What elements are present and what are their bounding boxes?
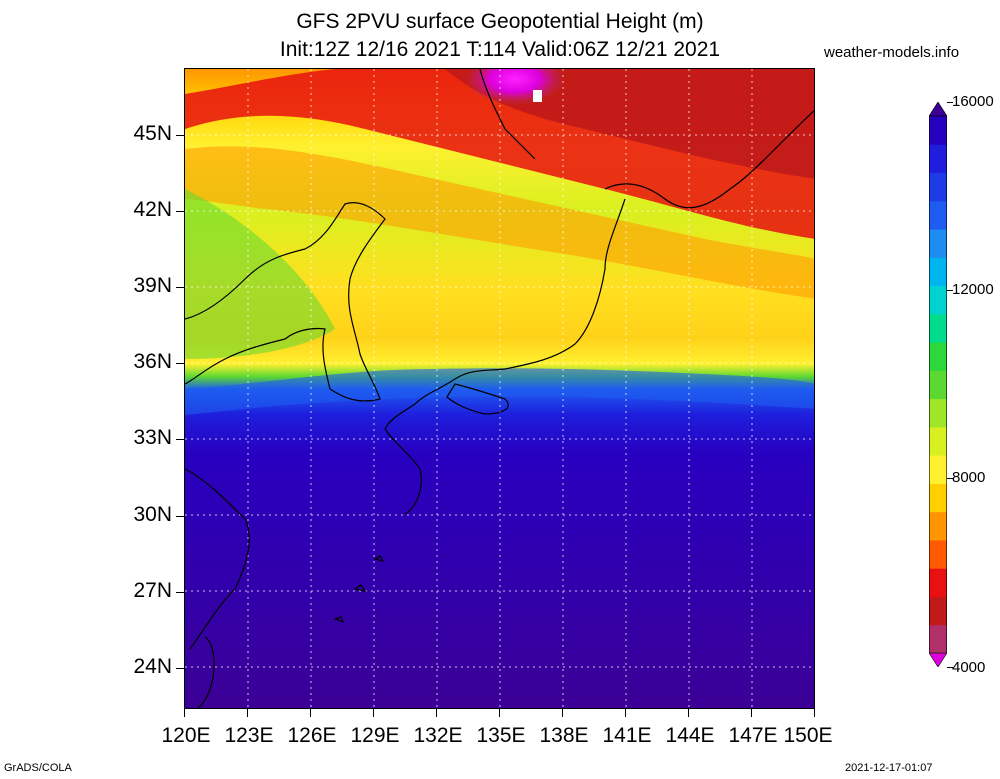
colorbar: [929, 102, 947, 667]
colorbar-segment: [929, 624, 947, 654]
colorbar-segment: [929, 342, 947, 371]
lat-label: 33N: [133, 426, 172, 449]
lon-label: 132E: [413, 724, 463, 747]
lon-label: 144E: [665, 724, 715, 747]
lat-tick: [176, 516, 184, 517]
lon-tick: [310, 709, 311, 717]
chart-title-line-2: Init:12Z 12/16 2021 T:114 Valid:06Z 12/2…: [279, 38, 721, 61]
colorbar-segment: [929, 144, 947, 174]
footer-timestamp: 2021-12-17-01:07: [845, 762, 933, 774]
colorbar-label-8000: 8000: [952, 469, 986, 486]
colorbar-tick: [947, 667, 953, 668]
lon-tick: [814, 709, 815, 717]
lat-tick: [176, 668, 184, 669]
colorbar-segment: [929, 426, 947, 456]
colorbar-tick: [947, 478, 953, 479]
lon-label: 141E: [602, 724, 652, 747]
lon-tick: [625, 709, 626, 717]
colorbar-segment: [929, 257, 947, 287]
colorbar-bottom-arrow: [929, 652, 947, 667]
lon-label: 126E: [287, 724, 337, 747]
lon-label: 123E: [224, 724, 274, 747]
lon-tick: [373, 709, 374, 717]
colorbar-segment: [929, 370, 947, 400]
colorbar-segment: [929, 511, 947, 541]
colorbar-segment: [929, 398, 947, 428]
colorbar-top-arrow: [929, 102, 947, 117]
colorbar-segment: [929, 455, 947, 484]
lat-label: 45N: [133, 122, 172, 145]
colorbar-frame: [929, 115, 947, 654]
lat-label: 42N: [133, 198, 172, 221]
footer-credit: GrADS/COLA: [4, 762, 72, 774]
lon-tick: [751, 709, 752, 717]
lat-tick: [176, 287, 184, 288]
colorbar-tick: [947, 290, 953, 291]
lat-tick: [176, 439, 184, 440]
colorbar-segment: [929, 483, 947, 513]
lat-tick: [176, 363, 184, 364]
lon-label: 120E: [161, 724, 211, 747]
colorbar-tick: [947, 102, 953, 103]
map-panel: [184, 68, 815, 709]
colorbar-segment: [929, 285, 947, 315]
colorbar-segment: [929, 539, 947, 569]
colorbar-segment: [929, 313, 947, 343]
colorbar-segment: [929, 596, 947, 626]
colorbar-segment: [929, 229, 947, 258]
lat-label: 36N: [133, 350, 172, 373]
lon-tick: [499, 709, 500, 717]
chart-title-line-1: GFS 2PVU surface Geopotential Height (m): [296, 10, 704, 33]
lon-tick: [562, 709, 563, 717]
colorbar-segment: [929, 116, 947, 145]
lon-label: 135E: [476, 724, 526, 747]
lat-tick: [176, 592, 184, 593]
lat-label: 27N: [133, 579, 172, 602]
lon-tick: [184, 709, 185, 717]
lon-label: 138E: [539, 724, 589, 747]
colorbar-label-12000: 12000: [952, 281, 994, 298]
gridlines: [185, 69, 814, 708]
geopotential-field: [185, 69, 814, 708]
colorbar-label-16000: 16000: [952, 93, 994, 110]
site-watermark: weather-models.info: [824, 44, 960, 61]
lon-label: 150E: [783, 724, 833, 747]
colorbar-segment: [929, 200, 947, 230]
colorbar-segment: [929, 172, 947, 202]
lon-tick: [688, 709, 689, 717]
lat-tick: [176, 211, 184, 212]
lat-label: 30N: [133, 503, 172, 526]
coastlines: [185, 69, 814, 708]
lat-tick: [176, 135, 184, 136]
colorbar-label-4000: 4000: [952, 659, 986, 676]
lon-label: 147E: [728, 724, 778, 747]
lat-label: 39N: [133, 274, 172, 297]
lon-tick: [436, 709, 437, 717]
colorbar-segment: [929, 568, 947, 597]
lat-label: 24N: [133, 655, 172, 678]
lon-label: 129E: [350, 724, 400, 747]
lon-tick: [247, 709, 248, 717]
